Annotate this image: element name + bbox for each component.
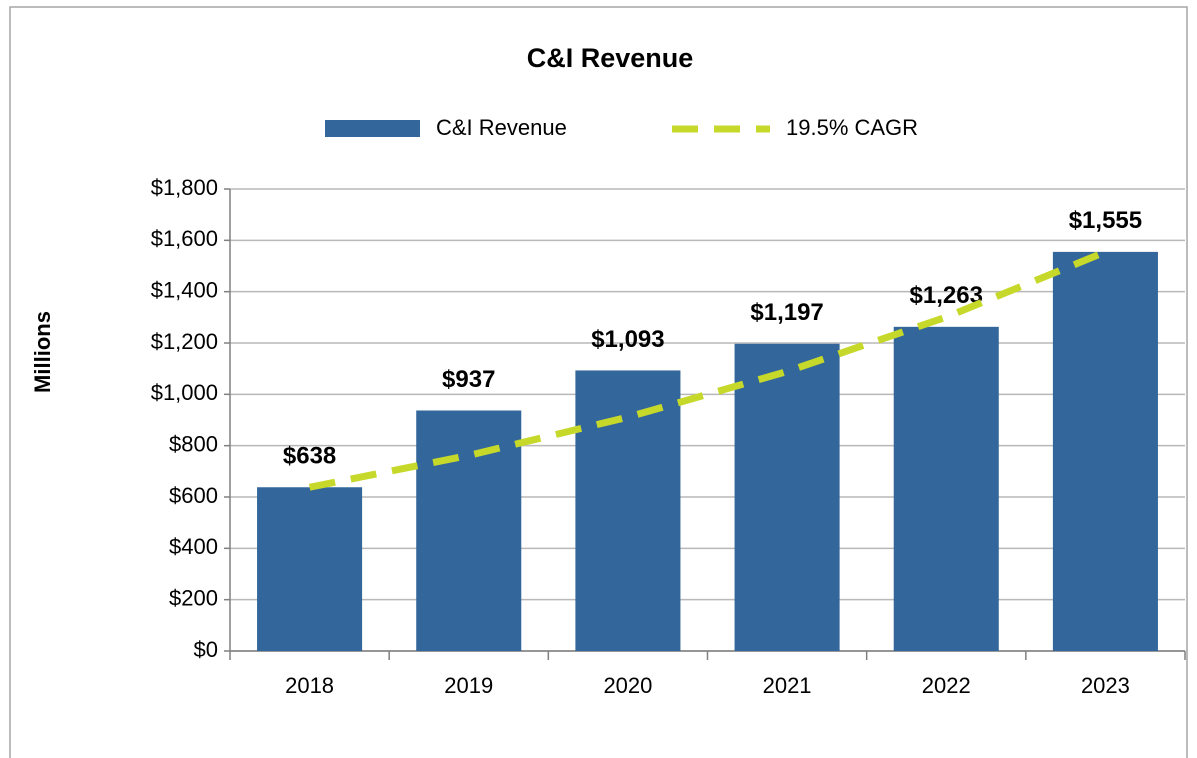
trend-line bbox=[308, 248, 1107, 491]
bar bbox=[416, 410, 522, 651]
data-label: $638 bbox=[283, 443, 336, 470]
bar bbox=[257, 487, 363, 651]
data-label: $937 bbox=[442, 366, 495, 393]
bar bbox=[1052, 251, 1158, 651]
legend-label: C&I Revenue bbox=[436, 115, 567, 140]
legend-label: 19.5% CAGR bbox=[786, 115, 918, 140]
y-tick-label: $1,600 bbox=[151, 226, 218, 251]
bar bbox=[575, 370, 681, 651]
y-tick-label: $0 bbox=[194, 637, 218, 662]
y-tick-label: $1,200 bbox=[151, 329, 218, 354]
y-tick-label: $400 bbox=[169, 534, 218, 559]
x-tick-label: 2022 bbox=[922, 673, 971, 698]
x-tick-label: 2019 bbox=[444, 673, 493, 698]
chart-title: C&I Revenue bbox=[527, 43, 694, 73]
y-axis-label: Millions bbox=[30, 311, 55, 393]
x-tick-label: 2021 bbox=[763, 673, 812, 698]
y-tick-label: $800 bbox=[169, 431, 218, 456]
data-label: $1,197 bbox=[750, 299, 823, 326]
data-label: $1,555 bbox=[1069, 207, 1142, 234]
y-tick-label: $600 bbox=[169, 483, 218, 508]
x-tick-label: 2018 bbox=[285, 673, 334, 698]
y-tick-label: $1,000 bbox=[151, 380, 218, 405]
x-tick-label: 2020 bbox=[603, 673, 652, 698]
legend-swatch bbox=[325, 120, 420, 137]
y-tick-label: $1,800 bbox=[151, 175, 218, 200]
bar bbox=[734, 343, 840, 651]
data-label: $1,093 bbox=[591, 326, 664, 353]
bar bbox=[893, 326, 999, 651]
y-tick-label: $200 bbox=[169, 585, 218, 610]
x-tick-label: 2023 bbox=[1081, 673, 1130, 698]
y-tick-label: $1,400 bbox=[151, 277, 218, 302]
